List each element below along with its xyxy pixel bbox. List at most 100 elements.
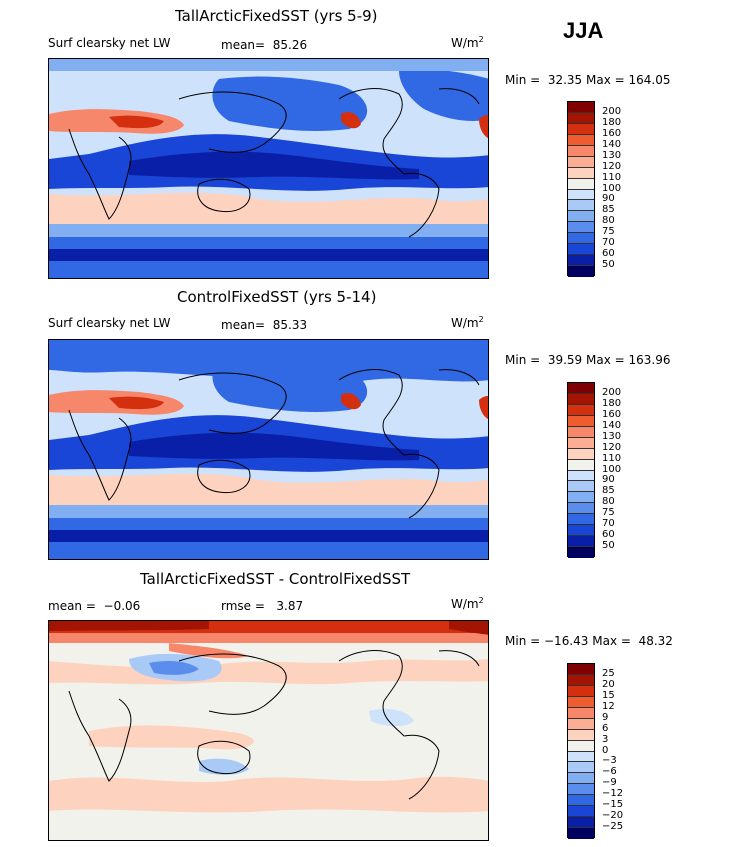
panel1-map-svg [49, 59, 488, 278]
colorbar-segment [568, 784, 594, 796]
panel2-sahara-core [109, 396, 164, 410]
colorbar-segment [568, 806, 594, 818]
panel1-units: W/m2 [451, 35, 484, 50]
panel1-units-text: W/m [451, 36, 479, 50]
colorbar-segment [568, 773, 594, 785]
colorbar-segment [568, 383, 594, 394]
panel2-mean-label: mean= [221, 318, 266, 332]
colorbar-segment [568, 233, 594, 245]
panel2-mean-value: 85.33 [272, 318, 308, 332]
colorbar-tick-label: 180 [602, 116, 622, 128]
panel2-warm-pool [129, 432, 419, 461]
panel3-title: TallArcticFixedSST - ControlFixedSST [140, 570, 411, 588]
panel1-north-atlantic [399, 69, 488, 121]
panel1-units-sup: 2 [478, 35, 484, 44]
colorbar-tick-label: 110 [602, 452, 622, 464]
colorbar-tick-label: 85 [602, 204, 615, 216]
colorbar-tick-label: 9 [602, 711, 609, 723]
colorbar-segment [568, 156, 594, 168]
colorbar-tick-label: 120 [602, 160, 622, 172]
colorbar-segment [568, 729, 594, 741]
colorbar-segment [568, 123, 594, 135]
season-label: JJA [563, 18, 604, 43]
colorbar-tick-label: 100 [602, 463, 622, 475]
colorbar-segment [568, 740, 594, 752]
panel3-units-sup: 2 [478, 596, 484, 605]
panel3-map-svg [49, 621, 488, 840]
colorbar-tick-label: −9 [602, 777, 617, 789]
colorbar-segment [568, 547, 594, 558]
colorbar-tick-label: 50 [602, 259, 615, 271]
colorbar-segment [568, 685, 594, 697]
colorbar-segment [568, 696, 594, 708]
colorbar-tick-label: 60 [602, 248, 615, 260]
panel2-map-svg [49, 340, 488, 559]
panel1-title: TallArcticFixedSST (yrs 5-9) [175, 7, 378, 25]
panel3-rmse-label: rmse = [221, 599, 265, 613]
panel3-max-value: 48.32 [638, 634, 673, 648]
panel3-coastlines [68, 650, 480, 800]
panel2-iberia [479, 395, 488, 420]
panel2-max-label: Max = [586, 353, 625, 367]
colorbar-segment [568, 167, 594, 179]
colorbar-segment [568, 404, 594, 416]
colorbar-tick-label: 200 [602, 386, 622, 398]
panel2-map [48, 339, 489, 560]
panel2-north-pacific [212, 357, 368, 413]
panel3-rmse: rmse = 3.87 [221, 599, 303, 613]
colorbar-tick-label: 12 [602, 700, 615, 712]
colorbar-segment [568, 707, 594, 719]
panel1-arctic-strip [49, 59, 488, 71]
panel2-colorbar [567, 382, 595, 558]
colorbar-tick-label: 160 [602, 127, 622, 139]
panel2-max-value: 163.96 [628, 353, 671, 367]
colorbar-tick-label: 20 [602, 678, 615, 690]
panel2-southern-ocean-edge [49, 505, 488, 518]
colorbar-tick-label: 180 [602, 397, 622, 409]
colorbar-segment [568, 102, 594, 113]
colorbar-segment [568, 817, 594, 829]
colorbar-segment [568, 437, 594, 449]
colorbar-tick-label: 160 [602, 408, 622, 420]
colorbar-segment [568, 503, 594, 515]
panel2-coastlines [68, 369, 480, 519]
colorbar-segment [568, 211, 594, 223]
colorbar-segment [568, 795, 594, 807]
colorbar-tick-label: 110 [602, 171, 622, 183]
colorbar-tick-label: 80 [602, 496, 615, 508]
panel3-tropical-salmon [89, 725, 254, 750]
colorbar-segment [568, 426, 594, 438]
colorbar-tick-label: 60 [602, 529, 615, 541]
colorbar-segment [568, 459, 594, 471]
panel1-colorbar [567, 101, 595, 277]
colorbar-tick-label: 120 [602, 441, 622, 453]
panel2-units-text: W/m [451, 316, 479, 330]
panel3-min-label: Min = [505, 634, 541, 648]
panel3-minmax: Min = −16.43 Max = 48.32 [505, 634, 673, 648]
panel1-iberia [479, 114, 488, 139]
panel2-southern-ocean-core [49, 530, 488, 542]
colorbar-tick-label: −15 [602, 799, 624, 811]
panel1-warm-pool [129, 151, 419, 180]
colorbar-segment [568, 200, 594, 212]
panel3-mean-label: mean = [48, 599, 96, 613]
panel2-sw-us [341, 393, 361, 410]
colorbar-segment [568, 112, 594, 124]
panel1-max-value: 164.05 [628, 73, 671, 87]
panel2-mean: mean= 85.33 [221, 318, 307, 332]
colorbar-tick-label: 140 [602, 138, 622, 150]
panel1-min-value: 32.35 [547, 73, 583, 87]
colorbar-tick-label: 130 [602, 430, 622, 442]
colorbar-segment [568, 255, 594, 267]
panel2-title: ControlFixedSST (yrs 5-14) [177, 288, 377, 306]
colorbar-tick-label: 80 [602, 215, 615, 227]
panel2-min-value: 39.59 [547, 353, 583, 367]
panel3-units: W/m2 [451, 596, 484, 611]
panel1-min-label: Min = [505, 73, 541, 87]
panel3-map [48, 620, 489, 841]
colorbar-segment [568, 481, 594, 493]
colorbar-segment [568, 536, 594, 548]
panel3-max-label: Max = [592, 634, 631, 648]
panel1-mean: mean= 85.26 [221, 38, 307, 52]
colorbar-segment [568, 514, 594, 526]
